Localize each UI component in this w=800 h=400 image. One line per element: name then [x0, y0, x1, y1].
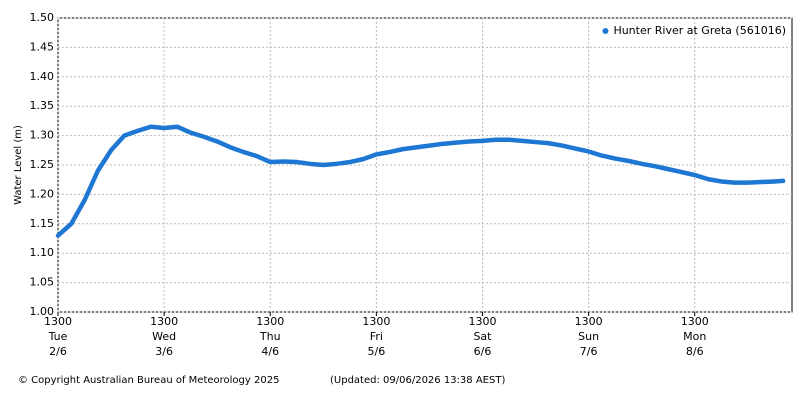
y-tick-label: 1.45 [30, 40, 55, 53]
updated: (Updated: 09/06/2026 13:38 AEST) [330, 375, 505, 386]
x-tick-label: 1300 [575, 315, 603, 328]
copyright: © Copyright Australian Bureau of Meteoro… [18, 375, 279, 386]
y-tick-label: 1.35 [30, 99, 55, 112]
y-tick-label: 1.15 [30, 217, 55, 230]
x-tick-label: 1300 [362, 315, 390, 328]
x-tick-label: Sun [578, 330, 599, 343]
y-tick-label: 1.25 [30, 158, 55, 171]
legend-label: Hunter River at Greta (561016) [613, 24, 786, 37]
x-tick-label: 1300 [44, 315, 72, 328]
x-tick-label: Thu [259, 330, 281, 343]
x-tick-label: Wed [152, 330, 176, 343]
x-tick-label: 4/6 [261, 345, 279, 358]
x-tick-label: Fri [370, 330, 383, 343]
y-tick-label: 1.50 [30, 11, 55, 24]
plot-frame [57, 17, 793, 313]
y-tick-label: 1.40 [30, 70, 55, 83]
y-axis-label: Water Level (m) [13, 125, 24, 205]
x-tick-label: Tue [48, 330, 68, 343]
x-tick-label: 1300 [256, 315, 284, 328]
x-tick-label: 5/6 [368, 345, 386, 358]
x-tick-label: Mon [683, 330, 706, 343]
x-tick-label: 1300 [468, 315, 496, 328]
y-tick-label: 1.20 [30, 187, 55, 200]
x-tick-label: Sat [473, 330, 492, 343]
x-tick-label: 6/6 [474, 345, 492, 358]
x-tick-label: 8/6 [686, 345, 704, 358]
y-tick-label: 1.10 [30, 246, 55, 259]
x-tick-label: 2/6 [49, 345, 67, 358]
x-tick-label: 7/6 [580, 345, 598, 358]
y-tick-label: 1.05 [30, 276, 55, 289]
x-tick-label: 3/6 [155, 345, 173, 358]
data-line [55, 124, 786, 238]
legend-marker [602, 28, 609, 34]
x-tick-label: 1300 [150, 315, 178, 328]
x-tick-label: 1300 [681, 315, 709, 328]
y-tick-label: 1.30 [30, 129, 55, 142]
y-tick-label: 1.00 [30, 305, 55, 318]
